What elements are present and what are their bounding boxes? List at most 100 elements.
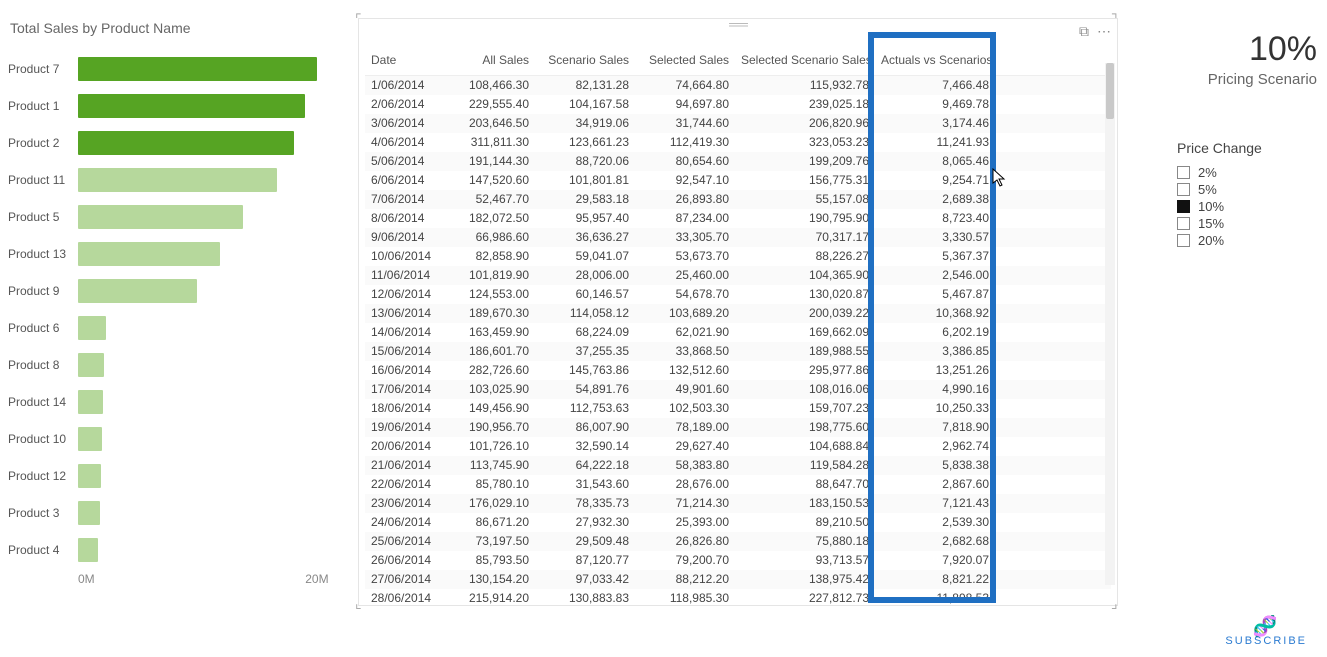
table-row[interactable]: 13/06/2014189,670.30114,058.12103,689.20…: [365, 304, 1111, 323]
checkbox-icon[interactable]: [1177, 200, 1190, 213]
table-row[interactable]: 1/06/2014108,466.3082,131.2874,664.80115…: [365, 76, 1111, 96]
column-header[interactable]: Selected Scenario Sales: [735, 49, 875, 76]
table-row[interactable]: 26/06/201485,793.5087,120.7779,200.7093,…: [365, 551, 1111, 570]
checkbox-icon[interactable]: [1177, 234, 1190, 247]
table-cell: 87,120.77: [535, 551, 635, 570]
slicer-option-label: 15%: [1198, 216, 1224, 231]
table-row[interactable]: 11/06/2014101,819.9028,006.0025,460.0010…: [365, 266, 1111, 285]
table-cell: 7/06/2014: [365, 190, 435, 209]
resize-handle-icon[interactable]: ⌝: [1111, 15, 1121, 25]
table-row[interactable]: 8/06/2014182,072.5095,957.4087,234.00190…: [365, 209, 1111, 228]
table-row[interactable]: 10/06/201482,858.9059,041.0753,673.7088,…: [365, 247, 1111, 266]
bar-row[interactable]: Product 9: [8, 272, 328, 309]
table-cell: 7,818.90: [875, 418, 995, 437]
table-cell: 130,020.87: [735, 285, 875, 304]
column-header[interactable]: Selected Sales: [635, 49, 735, 76]
resize-handle-icon[interactable]: ⌜: [355, 15, 365, 25]
bar-row[interactable]: Product 1: [8, 87, 328, 124]
bar-row[interactable]: Product 13: [8, 235, 328, 272]
bar-label: Product 7: [8, 62, 78, 76]
table-row[interactable]: 3/06/2014203,646.5034,919.0631,744.60206…: [365, 114, 1111, 133]
table-cell: 145,763.86: [535, 361, 635, 380]
table-row[interactable]: 28/06/2014215,914.20130,883.83118,985.30…: [365, 589, 1111, 605]
slicer-option[interactable]: 10%: [1177, 198, 1317, 215]
checkbox-icon[interactable]: [1177, 166, 1190, 179]
table-row[interactable]: 18/06/2014149,456.90112,753.63102,503.30…: [365, 399, 1111, 418]
bar-fill: [78, 131, 294, 155]
table-cell: 7,121.43: [875, 494, 995, 513]
table-cell: 88,720.06: [535, 152, 635, 171]
more-options-icon[interactable]: ⋯: [1097, 23, 1111, 40]
resize-handle-icon[interactable]: ⌞: [355, 599, 365, 609]
table-row[interactable]: 24/06/201486,671.2027,932.3025,393.0089,…: [365, 513, 1111, 532]
subscribe-badge[interactable]: 🧬 SUBSCRIBE: [1225, 619, 1307, 647]
table-row[interactable]: 19/06/2014190,956.7086,007.9078,189.0019…: [365, 418, 1111, 437]
table-cell: 159,707.23: [735, 399, 875, 418]
table-cell: 31,744.60: [635, 114, 735, 133]
table-row[interactable]: 14/06/2014163,459.9068,224.0962,021.9016…: [365, 323, 1111, 342]
table-cell: 28,676.00: [635, 475, 735, 494]
bar-label: Product 5: [8, 210, 78, 224]
table-cell: 93,713.57: [735, 551, 875, 570]
sales-table-visual[interactable]: ⌜ ⌝ ⌞ ⌟ ══ ⧉ ⋯ DateAll SalesScenario Sal…: [358, 18, 1118, 606]
table-row[interactable]: 12/06/2014124,553.0060,146.5754,678.7013…: [365, 285, 1111, 304]
table-cell: 2,689.38: [875, 190, 995, 209]
slicer-option[interactable]: 5%: [1177, 181, 1317, 198]
table-row[interactable]: 15/06/2014186,601.7037,255.3533,868.5018…: [365, 342, 1111, 361]
table-cell: 199,209.76: [735, 152, 875, 171]
bar-row[interactable]: Product 10: [8, 420, 328, 457]
table-cell: 138,975.42: [735, 570, 875, 589]
focus-mode-icon[interactable]: ⧉: [1079, 23, 1089, 40]
table-cell: 1/06/2014: [365, 76, 435, 96]
table-row[interactable]: 17/06/2014103,025.9054,891.7649,901.6010…: [365, 380, 1111, 399]
bar-row[interactable]: Product 12: [8, 457, 328, 494]
bar-row[interactable]: Product 11: [8, 161, 328, 198]
table-cell: 97,033.42: [535, 570, 635, 589]
table-row[interactable]: 23/06/2014176,029.1078,335.7371,214.3018…: [365, 494, 1111, 513]
column-header[interactable]: All Sales: [435, 49, 535, 76]
checkbox-icon[interactable]: [1177, 183, 1190, 196]
table-row[interactable]: 6/06/2014147,520.60101,801.8192,547.1015…: [365, 171, 1111, 190]
table-cell: 55,157.08: [735, 190, 875, 209]
slicer-option[interactable]: 20%: [1177, 232, 1317, 249]
bar-label: Product 3: [8, 506, 78, 520]
table-cell: 119,584.28: [735, 456, 875, 475]
bar-row[interactable]: Product 14: [8, 383, 328, 420]
resize-handle-icon[interactable]: ⌟: [1111, 599, 1121, 609]
column-header[interactable]: Scenario Sales: [535, 49, 635, 76]
table-cell: 54,678.70: [635, 285, 735, 304]
table-cell: 21/06/2014: [365, 456, 435, 475]
table-cell: 62,021.90: [635, 323, 735, 342]
vertical-scrollbar[interactable]: [1105, 63, 1115, 585]
table-cell: 33,305.70: [635, 228, 735, 247]
table-row[interactable]: 7/06/201452,467.7029,583.1826,893.8055,1…: [365, 190, 1111, 209]
bar-label: Product 11: [8, 173, 78, 187]
table-row[interactable]: 4/06/2014311,811.30123,661.23112,419.303…: [365, 133, 1111, 152]
table-row[interactable]: 22/06/201485,780.1031,543.6028,676.0088,…: [365, 475, 1111, 494]
slicer-option[interactable]: 2%: [1177, 164, 1317, 181]
table-row[interactable]: 25/06/201473,197.5029,509.4826,826.8075,…: [365, 532, 1111, 551]
table-row[interactable]: 16/06/2014282,726.60145,763.86132,512.60…: [365, 361, 1111, 380]
table-row[interactable]: 21/06/2014113,745.9064,222.1858,383.8011…: [365, 456, 1111, 475]
bar-row[interactable]: Product 5: [8, 198, 328, 235]
bar-row[interactable]: Product 7: [8, 50, 328, 87]
column-header[interactable]: Actuals vs Scenarios: [875, 49, 995, 76]
table-cell: 66,986.60: [435, 228, 535, 247]
table-row[interactable]: 2/06/2014229,555.40104,167.5894,697.8023…: [365, 95, 1111, 114]
drag-handle-icon[interactable]: ══: [359, 19, 1117, 33]
table-row[interactable]: 27/06/2014130,154.2097,033.4288,212.2013…: [365, 570, 1111, 589]
table-cell: 92,547.10: [635, 171, 735, 190]
bar-row[interactable]: Product 3: [8, 494, 328, 531]
bar-row[interactable]: Product 4: [8, 531, 328, 568]
bar-row[interactable]: Product 2: [8, 124, 328, 161]
table-cell: 78,335.73: [535, 494, 635, 513]
slicer-option[interactable]: 15%: [1177, 215, 1317, 232]
bar-row[interactable]: Product 8: [8, 346, 328, 383]
table-row[interactable]: 20/06/2014101,726.1032,590.1429,627.4010…: [365, 437, 1111, 456]
table-row[interactable]: 5/06/2014191,144.3088,720.0680,654.60199…: [365, 152, 1111, 171]
bar-row[interactable]: Product 6: [8, 309, 328, 346]
scrollbar-thumb[interactable]: [1106, 63, 1114, 119]
table-row[interactable]: 9/06/201466,986.6036,636.2733,305.7070,3…: [365, 228, 1111, 247]
column-header[interactable]: Date: [365, 49, 435, 76]
checkbox-icon[interactable]: [1177, 217, 1190, 230]
